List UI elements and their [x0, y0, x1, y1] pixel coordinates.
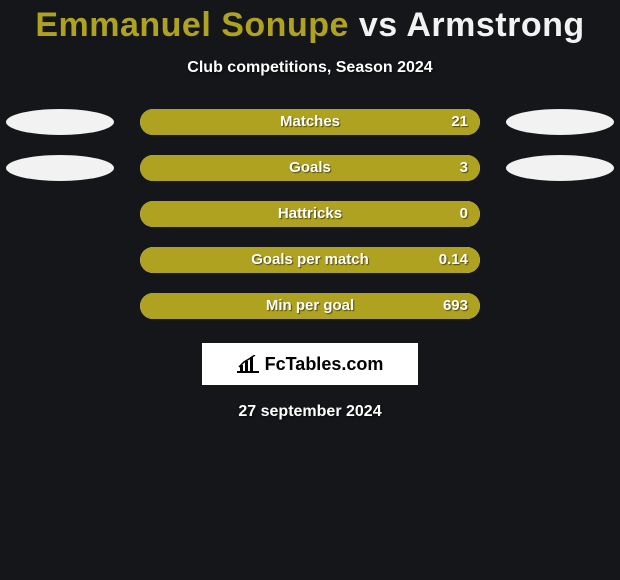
title-left-player: Emmanuel Sonupe [35, 6, 349, 44]
stat-bar-fill [140, 155, 480, 181]
stat-bar-track [140, 155, 480, 181]
stat-bar-track [140, 247, 480, 273]
stat-bar-fill [140, 109, 480, 135]
stat-row: Matches 21 [0, 109, 620, 135]
stat-row: Min per goal 693 [0, 293, 620, 319]
comparison-title: Emmanuel Sonupe vs Armstrong [0, 0, 620, 45]
snapshot-date: 27 september 2024 [0, 403, 620, 421]
title-vs: vs [349, 6, 406, 44]
right-player-ellipse [506, 109, 614, 135]
stat-row: Goals 3 [0, 155, 620, 181]
bar-chart-icon [237, 355, 259, 373]
right-player-ellipse [506, 155, 614, 181]
title-right-player: Armstrong [406, 6, 584, 44]
stat-bar-fill [140, 247, 480, 273]
brand-box: FcTables.com [202, 343, 418, 385]
comparison-subtitle: Club competitions, Season 2024 [0, 59, 620, 77]
left-player-ellipse [6, 109, 114, 135]
stat-bar-fill [140, 293, 480, 319]
stat-bar-track [140, 293, 480, 319]
stat-bar-track [140, 109, 480, 135]
stat-row: Hattricks 0 [0, 201, 620, 227]
stat-row: Goals per match 0.14 [0, 247, 620, 273]
stats-rows: Matches 21 Goals 3 Hattricks 0 Goals per… [0, 109, 620, 319]
stat-bar-fill [140, 201, 480, 227]
brand-text: FcTables.com [265, 354, 384, 375]
stat-bar-track [140, 201, 480, 227]
left-player-ellipse [6, 155, 114, 181]
